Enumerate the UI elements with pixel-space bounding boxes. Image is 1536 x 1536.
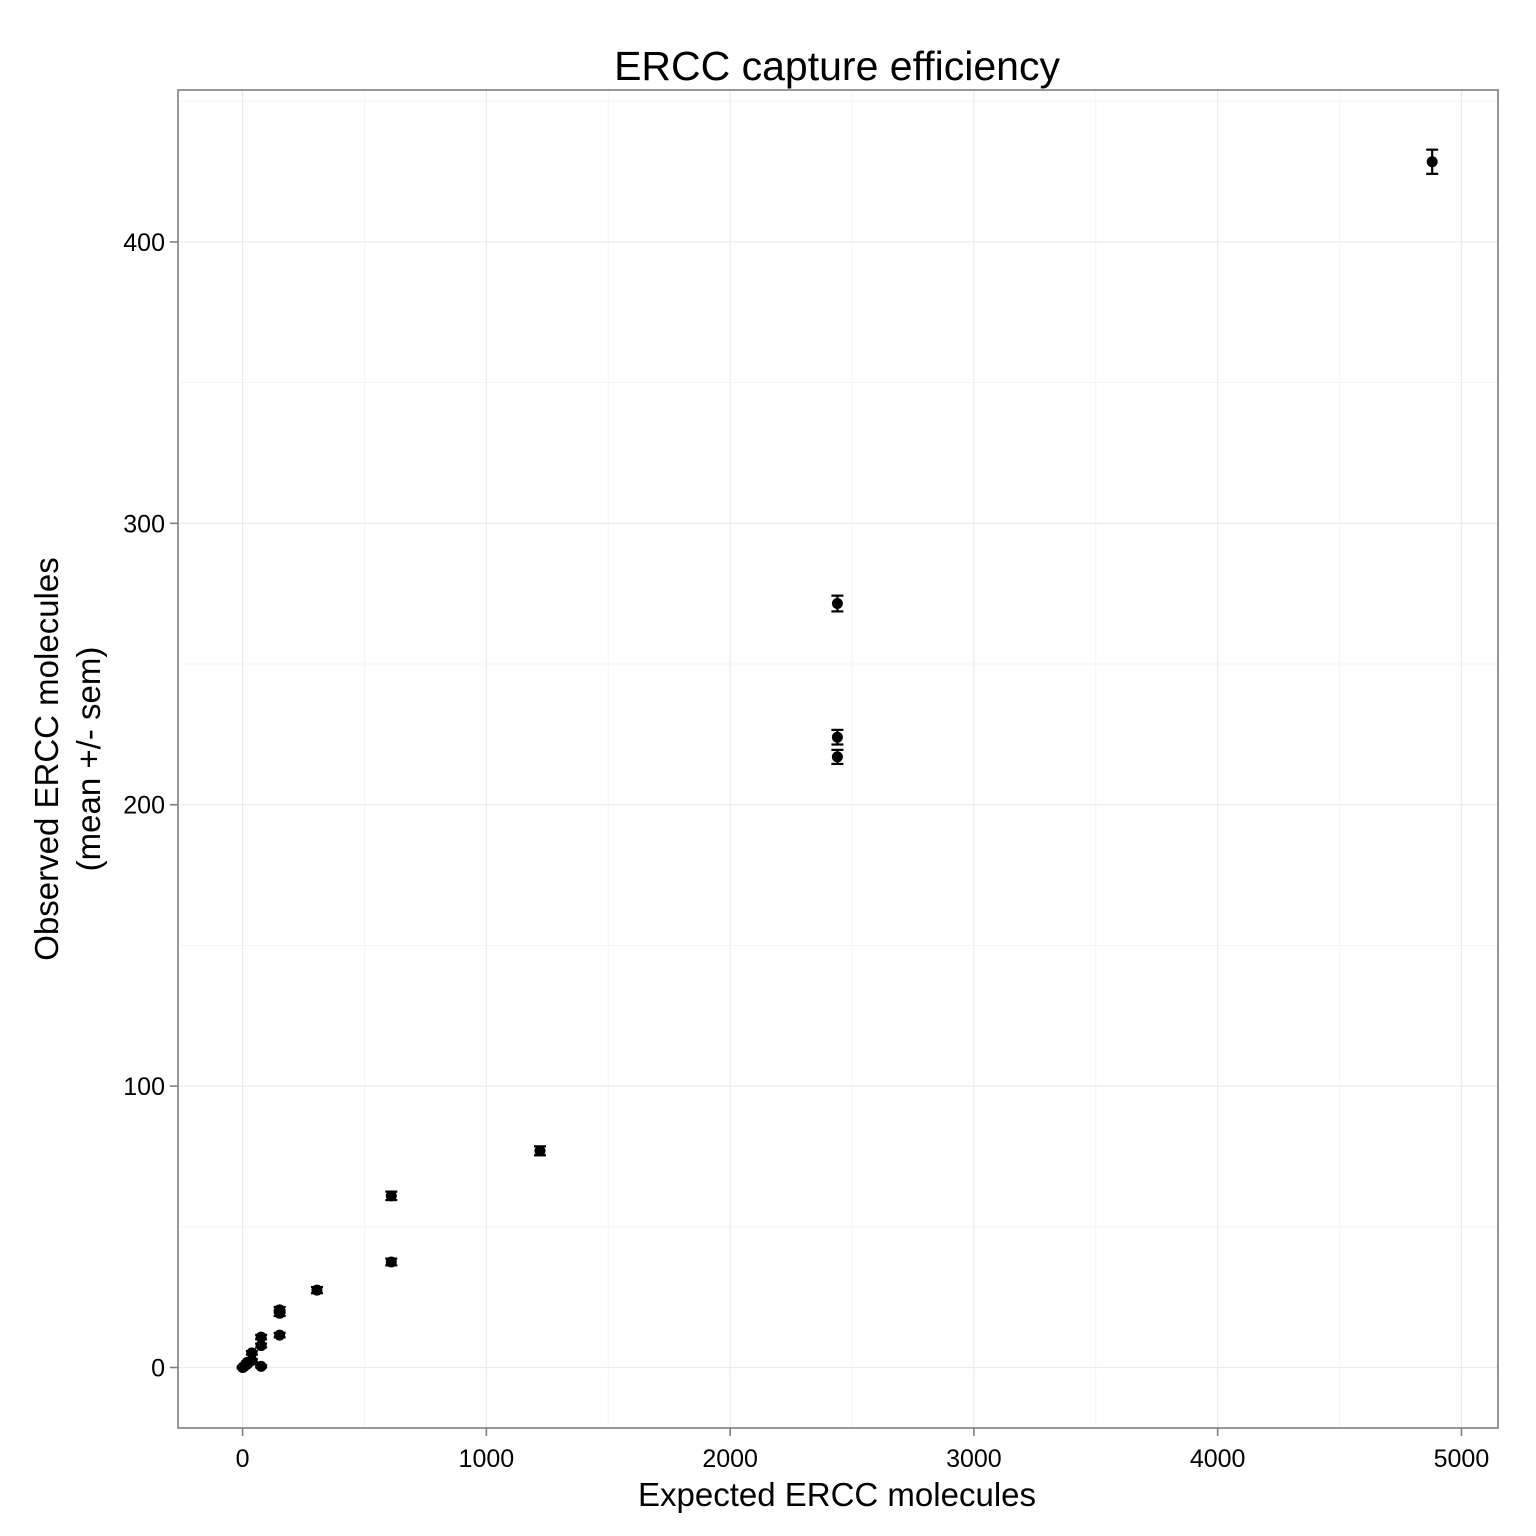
data-point bbox=[274, 1329, 286, 1341]
data-point-group bbox=[385, 1256, 398, 1268]
data-point bbox=[831, 731, 843, 743]
x-tick-label: 4000 bbox=[1190, 1445, 1246, 1473]
y-axis-title: Observed ERCC molecules (mean +/- sem) bbox=[28, 557, 107, 960]
data-point bbox=[385, 1190, 397, 1202]
data-point-group bbox=[831, 748, 844, 766]
data-point bbox=[274, 1304, 286, 1316]
data-point bbox=[255, 1331, 267, 1343]
data-point-group bbox=[245, 1347, 258, 1359]
data-point bbox=[311, 1284, 323, 1296]
x-tick-label: 3000 bbox=[946, 1445, 1002, 1473]
y-axis-title-line2: (mean +/- sem) bbox=[70, 647, 107, 872]
x-tick-label: 2000 bbox=[702, 1445, 758, 1473]
x-axis: 0 1000 2000 3000 4000 5000 bbox=[236, 1428, 1490, 1473]
data-point bbox=[831, 751, 843, 763]
data-point-group bbox=[273, 1304, 286, 1316]
chart-title: ERCC capture efficiency bbox=[614, 43, 1060, 89]
data-point-group bbox=[831, 594, 844, 613]
data-point-group bbox=[385, 1190, 398, 1202]
data-point-group bbox=[831, 728, 844, 746]
data-point-group bbox=[310, 1284, 323, 1296]
data-marks bbox=[236, 148, 1439, 1374]
data-point-group bbox=[255, 1340, 268, 1352]
data-point bbox=[246, 1354, 258, 1366]
y-tick-label: 300 bbox=[123, 510, 165, 538]
y-axis-title-line1: Observed ERCC molecules bbox=[28, 557, 65, 960]
y-tick-label: 400 bbox=[123, 229, 165, 257]
data-point-group bbox=[255, 1331, 268, 1343]
data-point bbox=[1426, 156, 1438, 168]
y-tick-label: 100 bbox=[123, 1073, 165, 1101]
data-point bbox=[255, 1360, 267, 1372]
x-axis-title: Expected ERCC molecules bbox=[638, 1476, 1036, 1513]
y-tick-label: 200 bbox=[123, 792, 165, 820]
data-point bbox=[246, 1347, 258, 1359]
data-point bbox=[831, 598, 843, 610]
y-tick-label: 0 bbox=[151, 1355, 165, 1383]
y-axis: 0 100 200 300 400 bbox=[123, 229, 178, 1383]
panel-border bbox=[177, 89, 1499, 1429]
data-point bbox=[255, 1340, 267, 1352]
x-tick-label: 0 bbox=[236, 1445, 250, 1473]
data-point bbox=[534, 1145, 546, 1157]
data-point-group bbox=[273, 1329, 286, 1341]
data-point-group bbox=[1426, 148, 1439, 175]
x-tick-label: 5000 bbox=[1434, 1445, 1490, 1473]
data-point-group bbox=[533, 1145, 546, 1157]
data-point-group bbox=[245, 1354, 258, 1366]
data-point bbox=[385, 1256, 397, 1268]
data-point-group bbox=[255, 1360, 268, 1372]
x-tick-label: 1000 bbox=[459, 1445, 515, 1473]
grid bbox=[178, 90, 1498, 1428]
